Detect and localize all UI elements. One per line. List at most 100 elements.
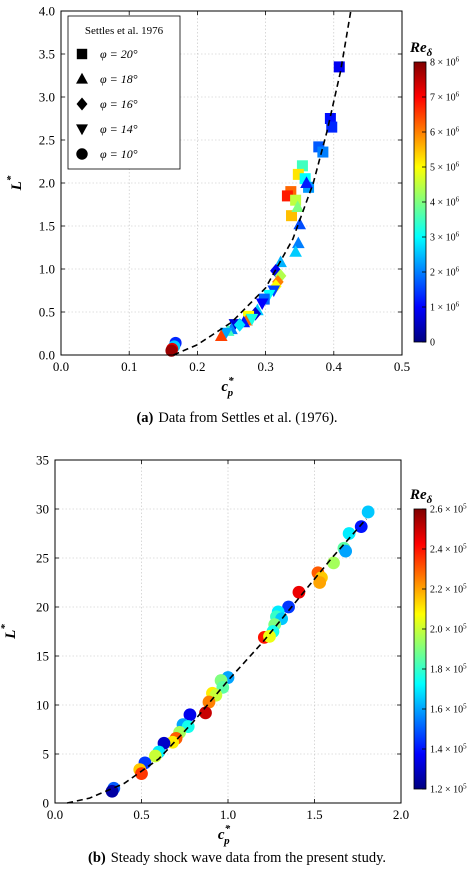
- colorbar-tick-mantissa: 3 × 10: [430, 233, 456, 244]
- y-tick-label: 10: [36, 698, 49, 713]
- x-tick-label: 0.3: [257, 359, 273, 374]
- data-point: [135, 767, 148, 780]
- data-point: [148, 749, 162, 763]
- colorbar-tick-mantissa: 7 × 10: [430, 93, 456, 104]
- x-tick-label: 0.5: [394, 359, 410, 374]
- data-point: [233, 318, 246, 332]
- colorbar-tick-exponent: 6: [456, 266, 460, 274]
- x-tick-label: 1.5: [306, 807, 322, 822]
- colorbar-tick-mantissa: 2.2 × 10: [430, 585, 463, 596]
- y-tick-label: 0.5: [39, 305, 55, 320]
- caption-text: Data from Settles et al. (1976).: [158, 410, 337, 426]
- data-point: [199, 706, 212, 720]
- data-point: [324, 113, 336, 124]
- data-point: [299, 173, 311, 185]
- data-point: [281, 190, 293, 202]
- colorbar-tick-exponent: 5: [463, 743, 467, 751]
- colorbar-tick-mantissa: 1.2 × 10: [430, 785, 463, 796]
- data-point: [313, 576, 327, 589]
- y-axis-label-sup: *: [5, 175, 17, 181]
- x-tick-label: 0.0: [53, 359, 69, 374]
- chart-a: 0.0 0.1 0.2 0.3 0.4 0.5 0.0 0.5 1.0 1.5 2.0 2.5 3.0 3…: [5, 4, 460, 427]
- fit-curve: [173, 10, 352, 356]
- y-tick-label: 5: [43, 747, 50, 762]
- colorbar-title-sub: δ: [427, 494, 433, 506]
- x-tick-label: 0.2: [189, 359, 205, 374]
- colorbar-tick-mantissa: 2.4 × 10: [430, 545, 463, 556]
- colorbar-tick-exponent: 5: [463, 623, 467, 631]
- colorbar-tick-exponent: 6: [456, 301, 460, 309]
- colorbar-tick-label: 5 × 106: [430, 161, 460, 174]
- data-point: [342, 527, 356, 540]
- colorbar-tick-mantissa: 0: [430, 338, 435, 349]
- fit-curve: [66, 518, 367, 804]
- data-point: [293, 217, 307, 230]
- colorbar-tick-label: 6 × 106: [430, 126, 460, 139]
- colorbar-tick-label: 2 × 106: [430, 266, 460, 279]
- colorbar-title: Reδ: [409, 40, 433, 59]
- legend-label: φ = 18°: [100, 72, 138, 86]
- y-tick-label: 2.0: [39, 176, 55, 191]
- colorbar-tick-mantissa: 8 × 10: [430, 58, 456, 69]
- colorbar-tick-label: 3 × 106: [430, 231, 460, 244]
- colorbar-tick-exponent: 6: [456, 196, 460, 204]
- x-tick-label: 0.5: [133, 807, 149, 822]
- colorbar-tick-exponent: 5: [463, 583, 467, 591]
- colorbar-tick-exponent: 6: [456, 56, 460, 64]
- x-tick-label: 0.1: [121, 359, 137, 374]
- colorbar-title-base: Re: [409, 487, 427, 503]
- legend-label: φ = 20°: [100, 47, 138, 61]
- figure-caption: (b) Steady shock wave data from the prese…: [88, 850, 386, 866]
- data-point: [263, 630, 276, 643]
- colorbar-tick-exponent: 5: [463, 543, 467, 551]
- caption-text: Steady shock wave data from the present …: [111, 850, 386, 866]
- colorbar-tick-mantissa: 2.6 × 10: [430, 505, 463, 516]
- plot-frame: [60, 10, 403, 356]
- colorbar-tick-mantissa: 2.0 × 10: [430, 625, 463, 636]
- plot-frame: [54, 459, 402, 804]
- colorbar-tick-label: 1 × 106: [430, 301, 460, 314]
- colorbar-bar: [413, 508, 427, 790]
- colorbar-tick-mantissa: 1.4 × 10: [430, 745, 463, 756]
- caption-tag: (a): [136, 410, 153, 426]
- y-axis-label: L*: [0, 624, 19, 640]
- x-axis-label-sub: p: [223, 835, 230, 847]
- data-point: [183, 708, 197, 722]
- colorbar-tick-exponent: 6: [456, 231, 460, 239]
- legend-box: [67, 15, 181, 170]
- data-point: [245, 313, 259, 326]
- colorbar-title: Reδ: [409, 487, 433, 506]
- data-point: [326, 121, 338, 133]
- data-point: [333, 61, 345, 73]
- x-tick-label: 0.4: [326, 359, 343, 374]
- x-axis-label-base: c: [218, 827, 225, 843]
- y-tick-label: 1.0: [39, 262, 55, 277]
- y-tick-label: 4.0: [39, 4, 55, 19]
- data-point: [289, 245, 302, 257]
- data-point: [282, 600, 295, 614]
- y-tick-label: 3.0: [39, 90, 55, 105]
- y-tick-label: 0.0: [39, 348, 55, 363]
- x-axis-label: c* p: [221, 375, 234, 399]
- figure-caption: (a) Data from Settles et al. (1976).: [136, 410, 337, 426]
- legend-marker: [76, 97, 88, 111]
- legend-label: φ = 16°: [100, 97, 138, 111]
- y-tick-label: 25: [36, 551, 49, 566]
- data-point: [317, 146, 329, 158]
- y-axis-label-sup: *: [0, 624, 11, 630]
- colorbar-tick-label: 2.2 × 105: [430, 583, 467, 596]
- y-tick-label: 2.5: [39, 133, 55, 148]
- data-point: [274, 269, 287, 283]
- colorbar-tick-mantissa: 6 × 10: [430, 128, 456, 139]
- x-axis-label-sub: p: [227, 387, 234, 399]
- colorbar-tick-exponent: 5: [463, 703, 467, 711]
- legend-label: φ = 10°: [100, 147, 138, 161]
- legend-marker: [76, 124, 88, 136]
- legend-marker: [76, 148, 88, 160]
- colorbar-tick-mantissa: 1.8 × 10: [430, 665, 463, 676]
- data-point: [327, 556, 340, 570]
- colorbar-tick-label: 1.6 × 105: [430, 703, 467, 716]
